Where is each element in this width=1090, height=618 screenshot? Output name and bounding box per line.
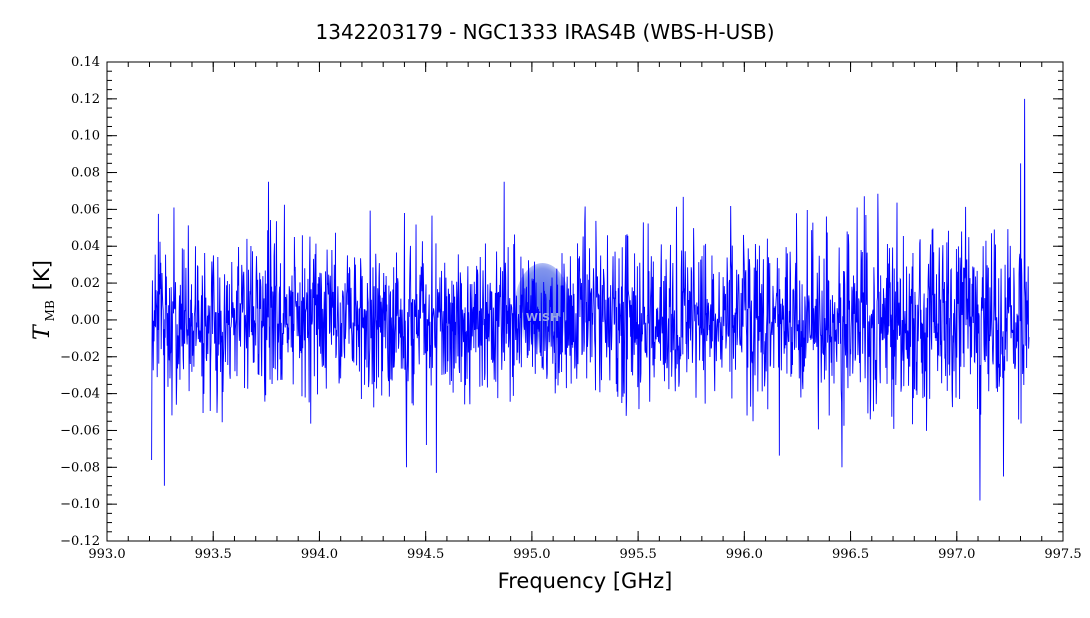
x-tick-label: 995.5 <box>620 547 657 562</box>
plot-area: WISH <box>151 98 1030 501</box>
y-tick-label: 0.08 <box>71 166 100 181</box>
watermark-text: WISH <box>526 311 559 324</box>
y-tick-label: −0.04 <box>60 387 100 402</box>
y-tick-label: 0.00 <box>71 313 100 328</box>
plot-frame <box>106 61 1064 542</box>
chart-title: 1342203179 - NGC1333 IRAS4B (WBS-H-USB) <box>316 20 775 44</box>
y-axis-label: T MB [K] <box>30 260 58 340</box>
y-tick-label: 0.12 <box>71 92 100 107</box>
y-tick-label: −0.06 <box>60 423 100 438</box>
x-tick-label: 993.0 <box>88 547 125 562</box>
axis-ticks: 993.0 993.5 994.0 994.5 995.0 995.5 996.0 996.5… <box>60 55 1081 562</box>
y-tick-label: 0.06 <box>71 202 100 217</box>
y-tick-label: −0.12 <box>60 534 100 549</box>
y-tick-label: −0.08 <box>60 460 100 475</box>
x-tick-label: 996.0 <box>726 547 763 562</box>
x-tick-label: 993.5 <box>195 547 232 562</box>
spectrum-line <box>151 98 1030 501</box>
y-tick-label: −0.10 <box>60 497 100 512</box>
y-tick-label: 0.14 <box>71 55 100 70</box>
y-axis-symbol: T <box>30 323 55 340</box>
x-tick-label: 994.5 <box>407 547 444 562</box>
y-axis-subscript: MB <box>43 300 57 321</box>
x-tick-label: 997.0 <box>938 547 975 562</box>
y-tick-label: 0.04 <box>71 239 100 254</box>
x-tick-label: 997.5 <box>1044 547 1081 562</box>
x-tick-label: 995.0 <box>513 547 550 562</box>
y-tick-label: 0.02 <box>71 276 100 291</box>
y-axis-unit: [K] <box>30 260 54 290</box>
x-axis-label: Frequency [GHz] <box>498 569 673 593</box>
y-tick-label: 0.10 <box>71 129 100 144</box>
y-tick-label: −0.02 <box>60 350 100 365</box>
x-tick-label: 994.0 <box>301 547 338 562</box>
x-tick-label: 996.5 <box>832 547 869 562</box>
svg-text:T MB [K]: T MB [K] <box>30 260 58 340</box>
